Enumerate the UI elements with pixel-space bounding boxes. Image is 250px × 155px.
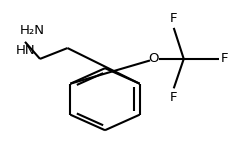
Text: F: F: [170, 91, 177, 104]
Text: O: O: [148, 52, 159, 65]
Text: F: F: [221, 52, 229, 65]
Text: H₂N: H₂N: [20, 24, 45, 37]
Text: F: F: [170, 12, 177, 25]
Text: HN: HN: [16, 44, 35, 57]
